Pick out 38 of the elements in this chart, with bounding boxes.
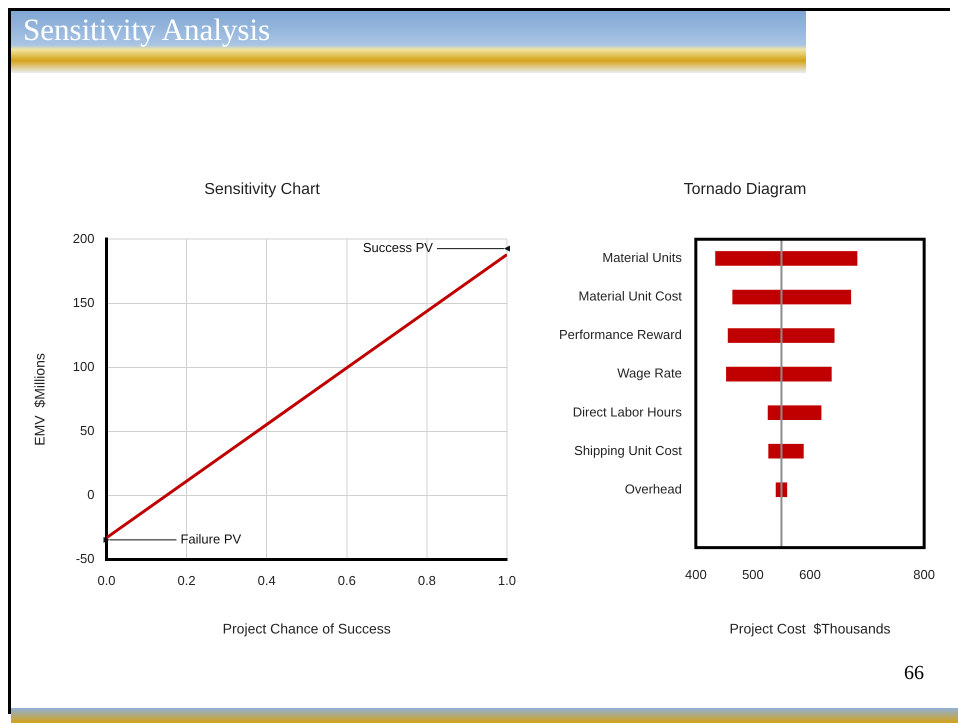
chart-title: Sensitivity Chart bbox=[204, 181, 320, 198]
bar bbox=[768, 444, 804, 459]
y-tick-label: Wage Rate bbox=[617, 366, 682, 381]
y-tick-label: Performance Reward bbox=[559, 327, 682, 342]
x-axis-title: Project Cost $Thousands bbox=[729, 620, 891, 636]
y-tick-label: 150 bbox=[72, 294, 94, 310]
bar bbox=[732, 290, 852, 304]
y-tick-label: Direct Labor Hours bbox=[572, 404, 682, 420]
x-tick-label: 1.0 bbox=[498, 572, 516, 588]
x-tick-label: 0.8 bbox=[418, 572, 436, 588]
bar bbox=[715, 251, 858, 266]
y-tick-label: Material Unit Cost bbox=[578, 288, 682, 304]
x-tick-label: 0.2 bbox=[178, 572, 196, 588]
y-axis-title: EMV $Millions bbox=[31, 353, 48, 446]
x-tick-label: 600 bbox=[799, 566, 821, 582]
y-tick-label: 100 bbox=[72, 358, 94, 374]
x-tick-label: 0.4 bbox=[258, 572, 276, 588]
y-tick-label: Overhead bbox=[624, 481, 682, 496]
text: Sensitivity Analysis bbox=[23, 12, 270, 48]
y-tick-label: 50 bbox=[80, 423, 94, 438]
y-tick-label: Material Units bbox=[602, 250, 682, 266]
x-tick-label: 400 bbox=[684, 566, 707, 582]
y-tick-label: 200 bbox=[72, 230, 94, 246]
chart-title: Tornado Diagram bbox=[684, 181, 806, 198]
annotation: Success PV bbox=[362, 240, 434, 256]
x-tick-label: 500 bbox=[742, 566, 764, 582]
x-tick-label: 0.6 bbox=[338, 572, 356, 588]
x-tick-label: 0.0 bbox=[97, 572, 116, 588]
annotation: Failure PV bbox=[180, 531, 242, 546]
bar bbox=[728, 328, 835, 343]
text: 66 bbox=[904, 662, 924, 685]
bar bbox=[726, 366, 832, 382]
bar bbox=[768, 405, 822, 420]
x-tick-label: 800 bbox=[913, 566, 936, 582]
x-axis-title: Project Chance of Success bbox=[222, 620, 391, 636]
y-tick-label: Shipping Unit Cost bbox=[574, 442, 682, 458]
y-tick-label: -50 bbox=[76, 551, 94, 566]
y-tick-label: 0 bbox=[87, 487, 94, 502]
